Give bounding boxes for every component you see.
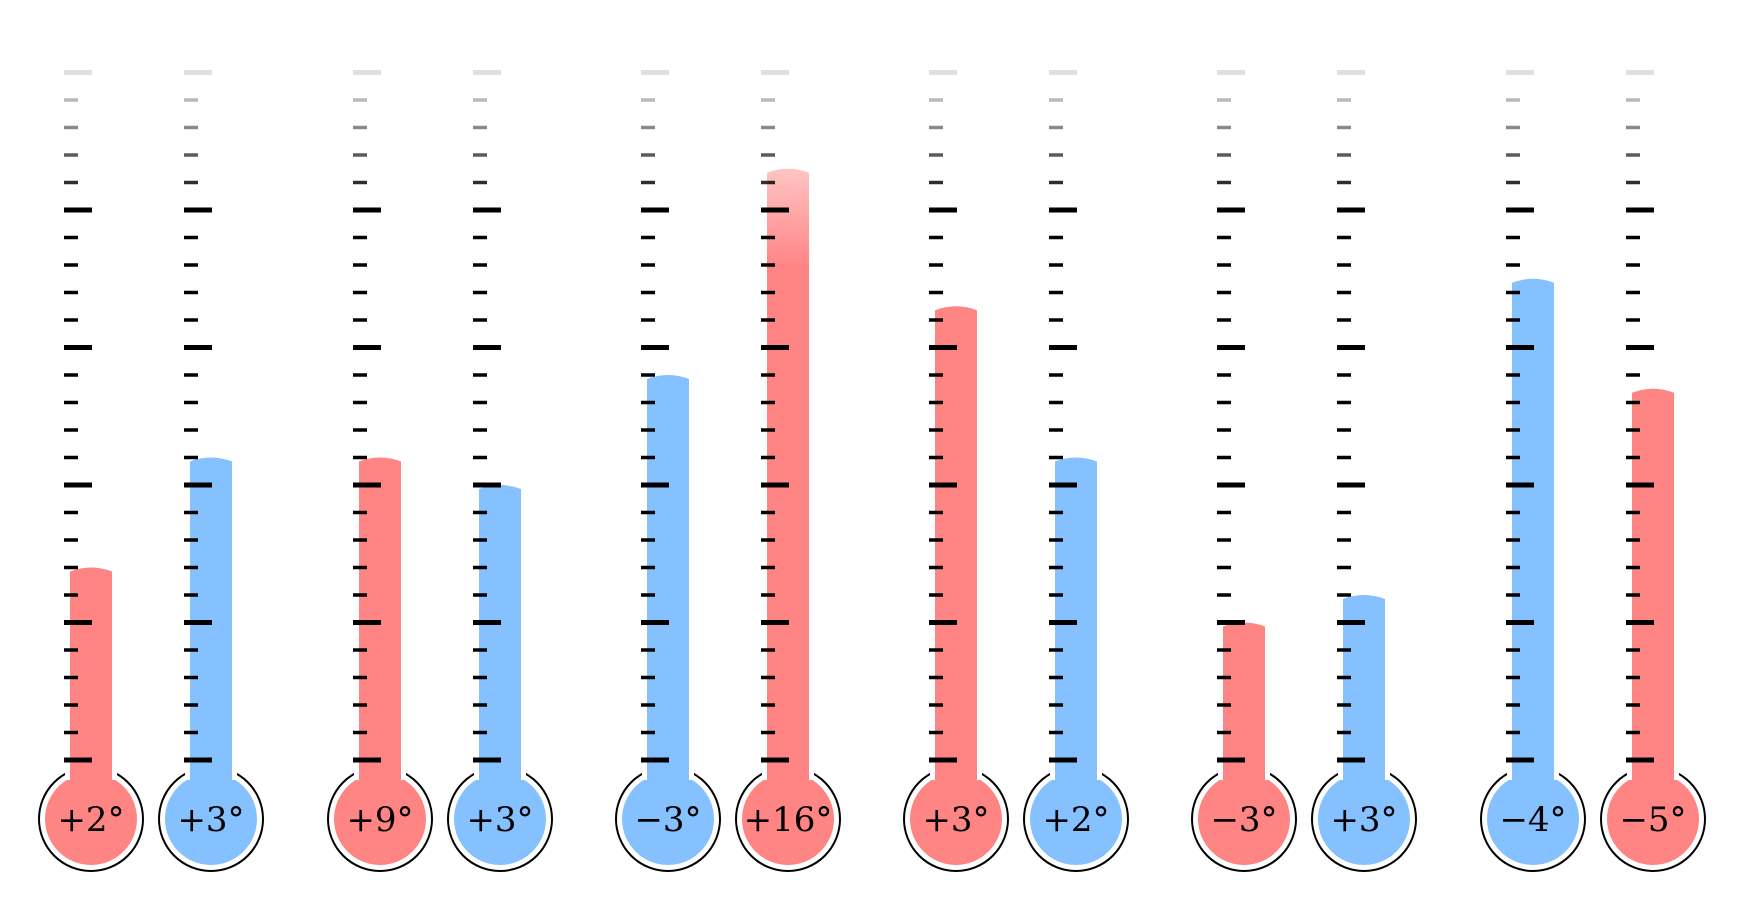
liquid-column: [1512, 278, 1554, 819]
bulb-fill: [1030, 773, 1122, 865]
bulb-fill: [1318, 773, 1410, 865]
temperature-label: −4°: [1499, 800, 1566, 840]
temperature-label: −3°: [634, 800, 701, 840]
temperature-label: +9°: [346, 800, 413, 840]
bulb-fill: [454, 773, 546, 865]
liquid-column: [190, 457, 232, 819]
bulb-fill: [622, 773, 714, 865]
thermometer-12: −5°: [1600, 52, 1706, 872]
temperature-label: −3°: [1210, 800, 1277, 840]
bulb-fill: [1607, 773, 1699, 865]
thermometer-10: +3°: [1311, 52, 1417, 872]
temperature-label: −5°: [1619, 800, 1686, 840]
liquid-column: [1055, 457, 1097, 819]
liquid-column: [479, 485, 521, 819]
temperature-label: +2°: [1042, 800, 1109, 840]
temperature-label: +16°: [744, 800, 833, 840]
temperature-label: +3°: [466, 800, 533, 840]
thermometer-11: −4°: [1480, 52, 1586, 872]
thermometer-3: +9°: [327, 52, 433, 872]
bulb-fill: [1198, 773, 1290, 865]
bulb-fill: [1487, 773, 1579, 865]
liquid-column: [935, 306, 977, 819]
liquid-column: [1632, 388, 1674, 819]
thermometer-1: +2°: [38, 52, 144, 872]
temperature-label: +3°: [922, 800, 989, 840]
thermometer-5: −3°: [615, 52, 721, 872]
thermometer-6: +16°: [735, 52, 841, 872]
temperature-label: +3°: [1330, 800, 1397, 840]
liquid-column: [767, 168, 809, 819]
thermometer-8: +2°: [1023, 52, 1129, 872]
thermometer-7: +3°: [903, 52, 1009, 872]
bulb-fill: [45, 773, 137, 865]
bulb-fill: [910, 773, 1002, 865]
thermometer-4: +3°: [447, 52, 553, 872]
bulb-fill: [334, 773, 426, 865]
liquid-column: [359, 457, 401, 819]
temperature-label: +2°: [57, 800, 124, 840]
thermometer-2: +3°: [158, 52, 264, 872]
bulb-fill: [165, 773, 257, 865]
temperature-label: +3°: [177, 800, 244, 840]
thermometer-9: −3°: [1191, 52, 1297, 872]
bulb-fill: [742, 773, 834, 865]
